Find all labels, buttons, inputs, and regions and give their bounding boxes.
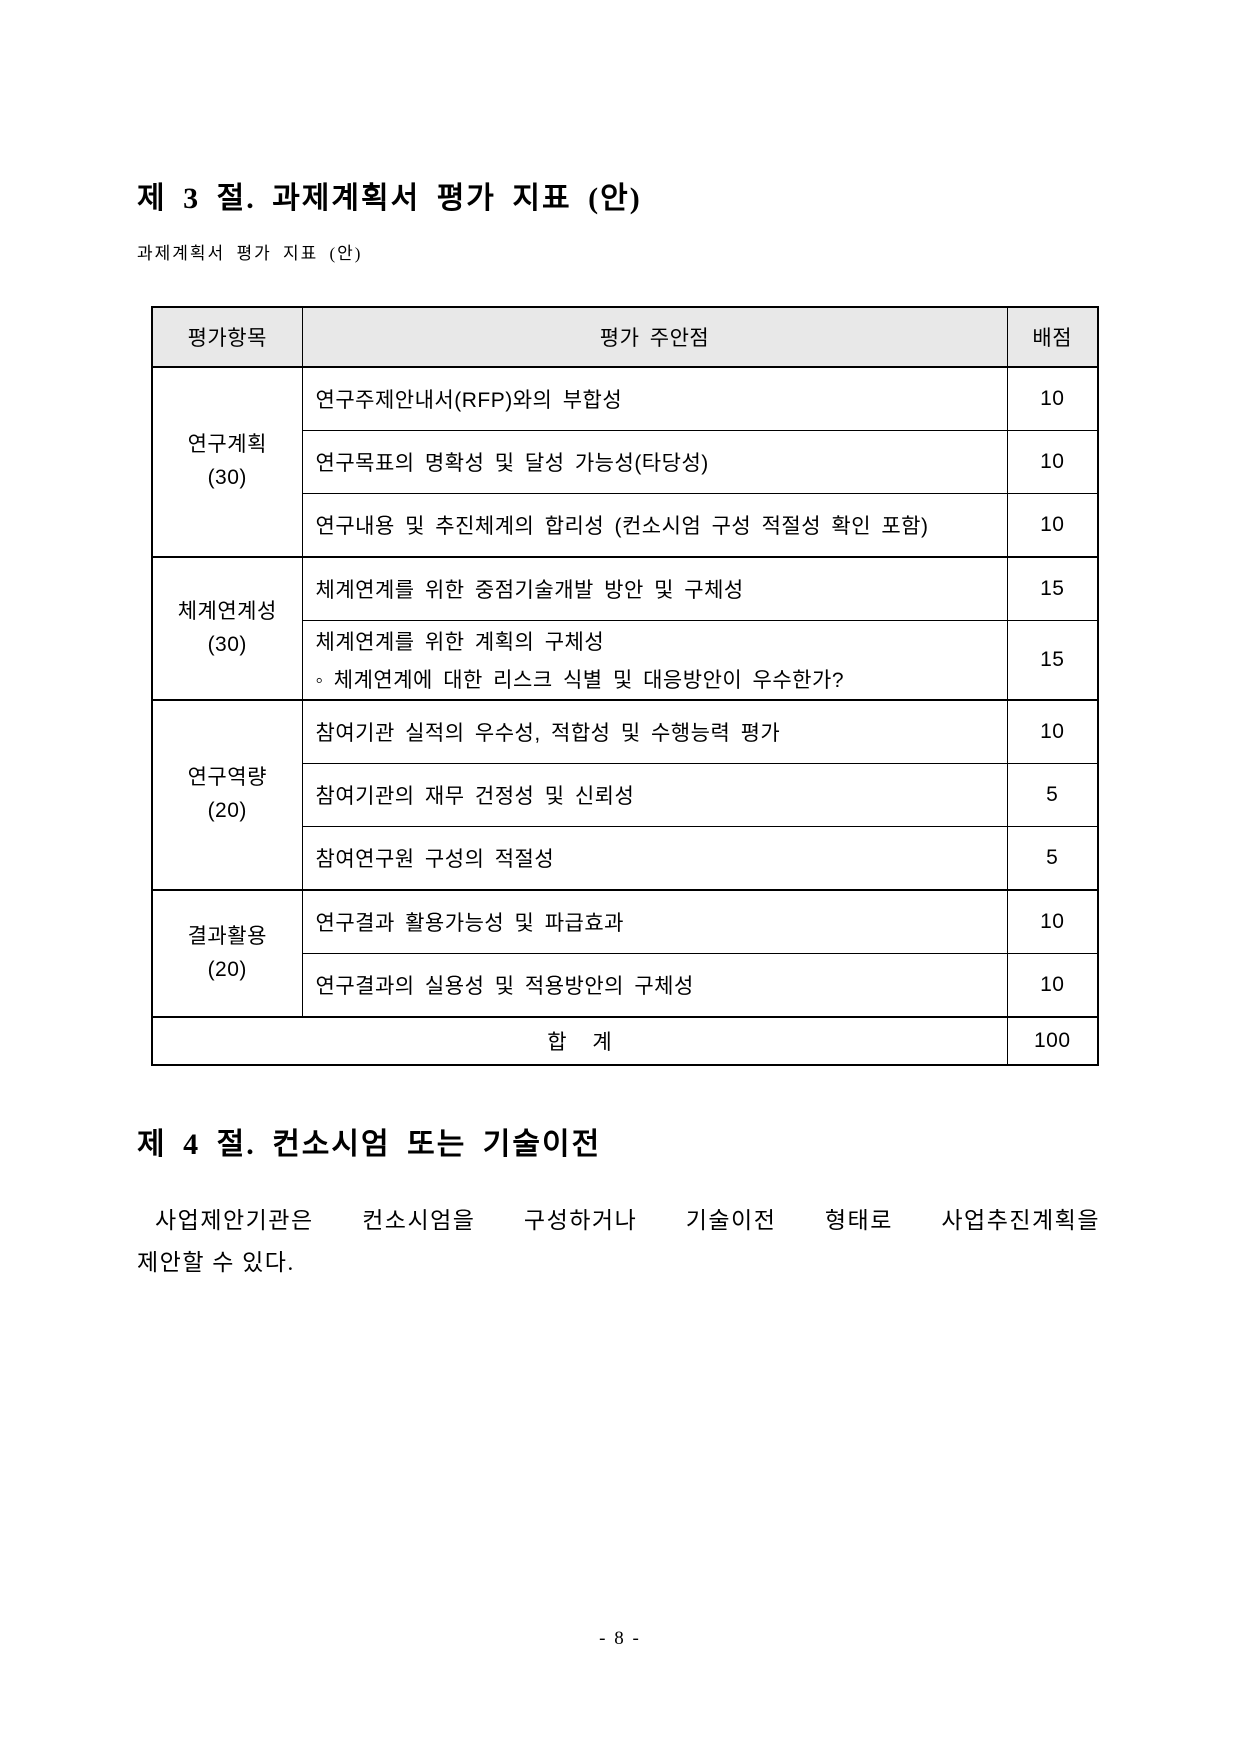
criteria-cell: 참여기관 실적의 우수성, 적합성 및 수행능력 평가 [301,699,1008,764]
points-cell: 10 [1006,889,1099,954]
category-cell: 연구역량 (20) [151,699,303,891]
criteria-text: 참여기관의 재무 건정성 및 신뢰성 [315,785,635,808]
section-4-title: 제 4 절. 컨소시엄 또는 기술이전 [137,1128,602,1161]
points-cell: 10 [1006,493,1099,558]
table-row: 체계연계를 위한 계획의 구체성 ◦ 체계연계에 대한 리스크 식별 및 대응방안… [152,620,1099,701]
table-row: 연구역량 (20) 참여기관 실적의 우수성, 적합성 및 수행능력 평가 10 [151,699,1099,891]
points-cell: 10 [1006,430,1099,494]
category-subtotal: (30) [207,632,247,656]
table-row: 연구결과의 실용성 및 적용방안의 구체성 10 [152,953,1099,1018]
criteria-cell: 연구주제안내서(RFP)와의 부합성 [301,366,1008,431]
category-name: 결과활용 [187,924,267,948]
criteria-cell: 연구목표의 명확성 및 달성 가능성(타당성) [301,430,1008,494]
criteria-cell: 참여기관의 재무 건정성 및 신뢰성 [301,763,1008,827]
table-row: 체계연계성 (30) 체계연계를 위한 중점기술개발 방안 및 구체성 15 [151,556,1099,701]
col-header-category: 평가항목 [151,306,303,368]
category-subtotal: (30) [207,466,247,489]
criteria-text: 참여기관 실적의 우수성, 적합성 및 수행능력 평가 [315,722,781,745]
points-cell: 5 [1006,826,1099,891]
table-caption: 과제계획서 평가 지표 (안) [137,244,363,263]
points-cell: 10 [1006,699,1099,764]
criteria-text: 참여연구원 구성의 적절성 [315,848,555,871]
category-subtotal: (20) [207,957,247,981]
table-header-row: 평가항목 평가 주안점 배점 [151,306,1099,368]
total-points-cell: 100 [1006,1016,1099,1066]
points-cell: 5 [1006,763,1099,827]
section-3-title: 제 3 절. 과제계획서 평가 지표 (안) [137,182,642,215]
category-name: 연구역량 [187,766,267,790]
category-name: 체계연계성 [177,599,277,623]
category-cell: 연구계획 (30) [151,366,303,558]
criteria-cell: 참여연구원 구성의 적절성 [301,826,1008,891]
paragraph-line: 제안할 수 있다. [137,1250,295,1275]
category-cell: 결과활용 (20) [151,889,303,1018]
criteria-text: 연구내용 및 추진체계의 합리성 (컨소시엄 구성 적절성 확인 포함) [315,515,929,538]
paragraph-line: 사업제안기관은 컨소시엄을 구성하거나 기술이전 형태로 사업추진계획을 [155,1208,1100,1233]
table-row: 연구내용 및 추진체계의 합리성 (컨소시엄 구성 적절성 확인 포함) 10 [152,493,1099,558]
table-row: 연구목표의 명확성 및 달성 가능성(타당성) 10 [152,430,1099,494]
category-subtotal: (20) [207,799,247,822]
criteria-cell: 연구내용 및 추진체계의 합리성 (컨소시엄 구성 적절성 확인 포함) [301,493,1008,558]
criteria-subtext: ◦ 체계연계에 대한 리스크 식별 및 대응방안이 우수한가? [315,669,845,692]
criteria-text: 연구주제안내서(RFP)와의 부합성 [315,389,623,412]
points-cell: 10 [1006,953,1099,1018]
col-header-points: 배점 [1006,306,1099,368]
criteria-text: 연구결과의 실용성 및 적용방안의 구체성 [315,975,694,998]
criteria-text: 체계연계를 위한 중점기술개발 방안 및 구체성 [315,579,744,602]
category-cell: 체계연계성 (30) [151,556,303,701]
col-header-criteria: 평가 주안점 [301,306,1008,368]
criteria-cell: 체계연계를 위한 계획의 구체성 ◦ 체계연계에 대한 리스크 식별 및 대응방안… [301,620,1008,701]
evaluation-table: 평가항목 평가 주안점 배점 연구계획 (30) 연구주제안내서(RFP)와의 부합… [151,306,1099,1066]
document-page: 제 3 절. 과제계획서 평가 지표 (안) 과제계획서 평가 지표 (안) 평… [137,182,1100,1284]
criteria-cell: 연구결과 활용가능성 및 파급효과 [301,889,1008,954]
criteria-cell: 체계연계를 위한 중점기술개발 방안 및 구체성 [301,556,1008,621]
page-number: - 8 - [599,1628,641,1649]
table-row: 참여기관의 재무 건정성 및 신뢰성 5 [152,763,1099,827]
section-4-paragraph: 사업제안기관은 컨소시엄을 구성하거나 기술이전 형태로 사업추진계획을 제안할… [137,1200,1100,1284]
criteria-text: 연구결과 활용가능성 및 파급효과 [315,912,624,935]
points-cell: 15 [1006,556,1099,621]
criteria-text: 연구목표의 명확성 및 달성 가능성(타당성) [315,452,709,475]
table-row: 참여연구원 구성의 적절성 5 [152,826,1099,891]
table-row: 결과활용 (20) 연구결과 활용가능성 및 파급효과 10 [151,889,1099,1018]
total-row: 합 계 100 [151,1016,1099,1066]
points-cell: 10 [1006,366,1099,431]
category-name: 연구계획 [187,433,267,457]
table-row: 연구계획 (30) 연구주제안내서(RFP)와의 부합성 10 [151,366,1099,558]
criteria-text: 체계연계를 위한 계획의 구체성 [315,631,605,654]
points-cell: 15 [1006,620,1099,701]
criteria-cell: 연구결과의 실용성 및 적용방안의 구체성 [301,953,1008,1018]
total-label-cell: 합 계 [151,1016,1008,1066]
